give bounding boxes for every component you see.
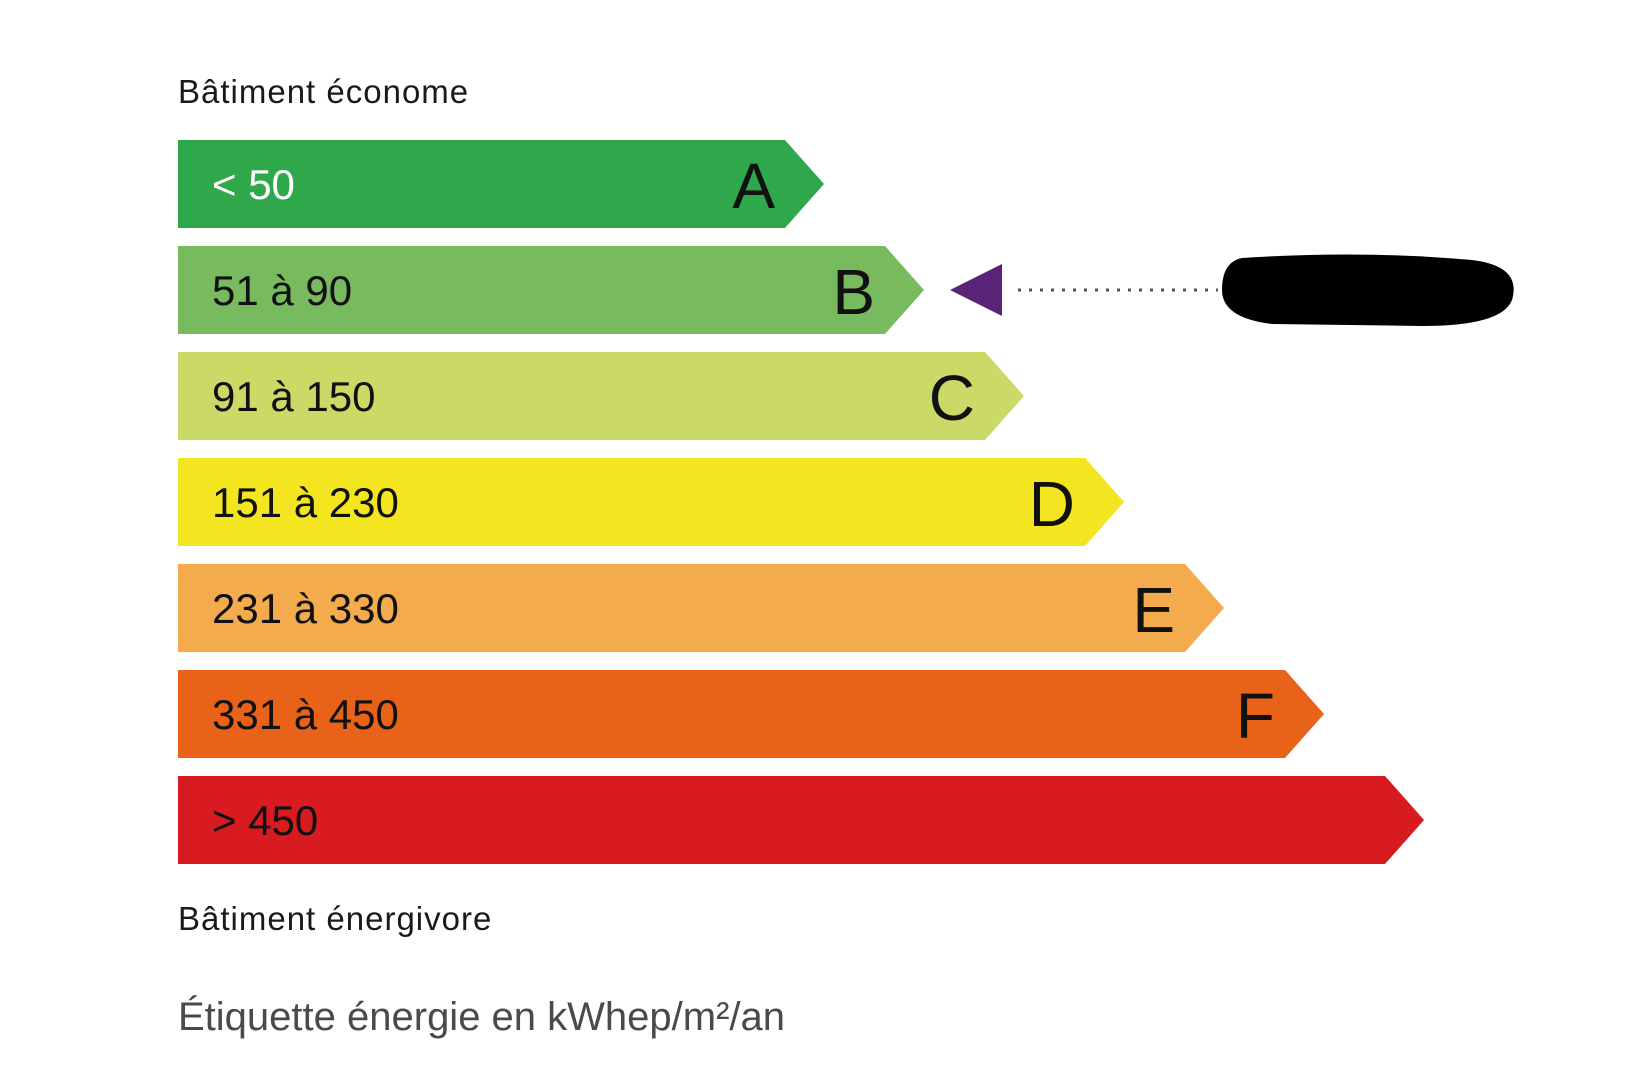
rating-indicator [950,254,1514,326]
class-bar [178,776,1424,864]
energy-class-e: 231 à 330 E [178,564,1224,652]
class-range-label: 331 à 450 [212,691,399,738]
bottom-label: Bâtiment énergivore [178,900,492,937]
class-range-label: > 450 [212,797,318,844]
indicator-arrow-icon [950,264,1002,316]
energy-class-d: 151 à 230 D [178,458,1124,546]
top-label: Bâtiment économe [178,73,469,110]
energy-class-f: 331 à 450 F [178,670,1324,758]
energy-class-c: 91 à 150 C [178,352,1024,440]
unit-caption: Étiquette énergie en kWhep/m²/an [178,994,785,1039]
class-letter: B [832,256,875,328]
class-range-label: < 50 [212,161,295,208]
redacted-value [1222,254,1514,326]
energy-class-b: 51 à 90 B [178,246,924,334]
energy-class-g: > 450 [178,776,1424,864]
class-range-label: 151 à 230 [212,479,399,526]
class-letter: D [1029,468,1075,540]
class-range-label: 51 à 90 [212,267,352,314]
class-range-label: 91 à 150 [212,373,376,420]
class-bar [178,458,1124,546]
energy-class-a: < 50 A [178,140,824,228]
class-range-label: 231 à 330 [212,585,399,632]
class-letter: C [929,362,975,434]
class-bar [178,564,1224,652]
class-letter: F [1236,680,1275,752]
class-bar [178,246,924,334]
class-bar [178,670,1324,758]
class-letter: E [1132,574,1175,646]
class-letter: A [732,150,775,222]
class-bar [178,140,824,228]
class-bar [178,352,1024,440]
